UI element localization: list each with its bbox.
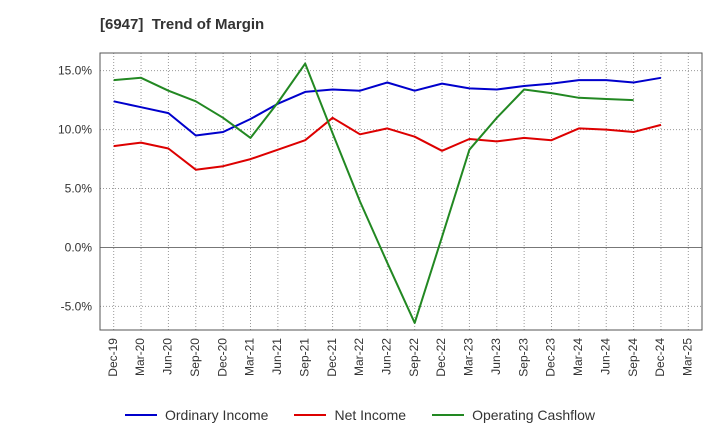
x-tick-label: Mar-25 (680, 338, 694, 376)
tick-labels: 15.0% 10.0% 5.0% 0.0% -5.0% Dec-19 Mar-20 Jun-2… (58, 64, 695, 377)
series-line-ordinary-income (113, 76, 662, 137)
x-tick-label: Dec-24 (653, 338, 667, 377)
legend-label: Operating Cashflow (472, 407, 596, 423)
legend-label: Net Income (334, 407, 407, 423)
x-tick-label: Dec-19 (106, 338, 120, 377)
x-tick-label: Sep-21 (297, 338, 311, 377)
y-tick-label: 5.0% (65, 182, 93, 196)
legend-swatch (432, 414, 465, 416)
legend: Ordinary Income Net Income Operating Cas… (0, 404, 720, 426)
x-tick-label: Sep-23 (516, 338, 530, 377)
x-tick-label: Mar-20 (133, 338, 147, 376)
chart-title: [6947] Trend of Margin (100, 16, 265, 33)
legend-label: Ordinary Income (164, 407, 269, 423)
y-tick-label: 15.0% (58, 64, 92, 78)
x-tick-label: Jun-23 (489, 338, 503, 375)
x-tick-label: Sep-24 (626, 338, 640, 377)
x-tick-label: Jun-22 (379, 338, 393, 375)
series-lines (113, 62, 662, 324)
x-tick-label: Jun-24 (598, 338, 612, 375)
x-tick-label: Mar-24 (571, 338, 585, 376)
axes (99, 52, 703, 331)
legend-item-operating-cashflow: Operating Cashflow (432, 407, 595, 423)
x-tick-label: Dec-21 (325, 338, 339, 377)
x-tick-label: Sep-22 (407, 338, 421, 377)
x-tick-label: Dec-20 (215, 338, 229, 377)
x-tick-label: Dec-22 (434, 338, 448, 377)
x-tick-label: Sep-20 (188, 338, 202, 377)
x-tick-label: Jun-21 (270, 338, 284, 375)
legend-swatch (124, 414, 157, 416)
grid-lines (100, 53, 702, 330)
x-tick-label: Mar-22 (352, 338, 366, 376)
legend-item-ordinary-income: Ordinary Income (124, 407, 269, 423)
x-tick-label: Mar-23 (462, 338, 476, 376)
plot-frame (99, 52, 703, 331)
y-tick-label: -5.0% (61, 299, 93, 313)
x-tick-label: Jun-20 (161, 338, 175, 375)
y-tick-label: 10.0% (58, 123, 92, 137)
x-tick-label: Dec-23 (544, 338, 558, 377)
legend-swatch (294, 414, 327, 416)
y-tick-label: 0.0% (65, 240, 93, 254)
x-tick-label: Mar-21 (243, 338, 257, 376)
legend-item-net-income: Net Income (294, 407, 406, 423)
series-line-net-income (113, 116, 662, 171)
series-line-operating-cashflow (113, 62, 634, 324)
